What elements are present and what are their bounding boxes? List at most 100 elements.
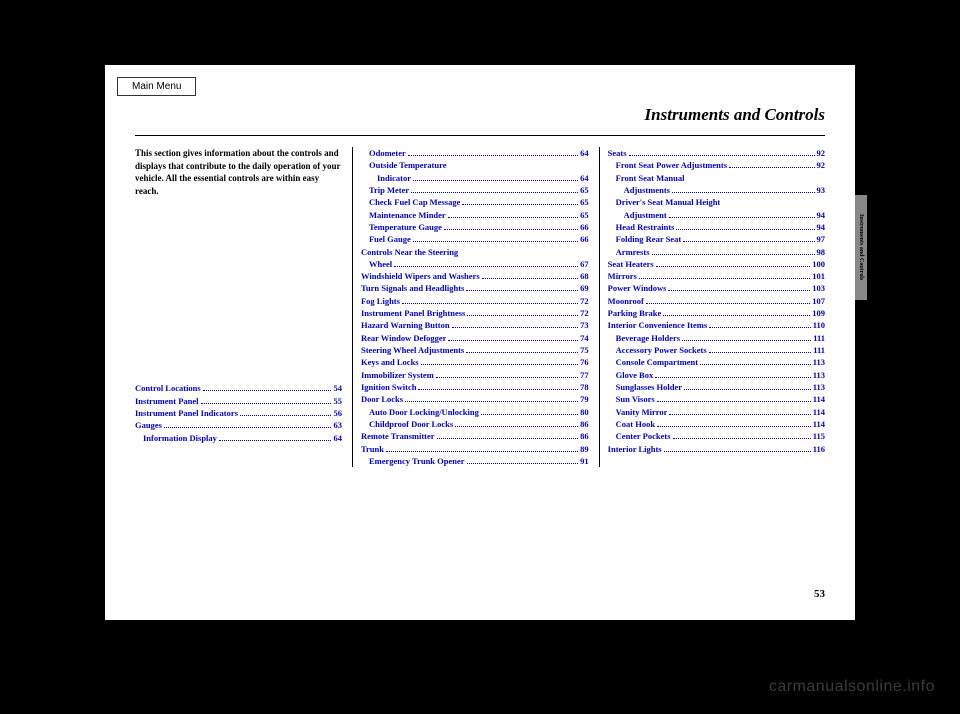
toc-entry[interactable]: Seat Heaters100	[608, 258, 825, 270]
watermark-text: carmanualsonline.info	[769, 678, 935, 696]
toc-dots	[219, 440, 332, 441]
toc-entry[interactable]: Keys and Locks76	[361, 356, 589, 368]
toc-page-number: 55	[333, 395, 342, 407]
toc-entry[interactable]: Instrument Panel55	[135, 395, 342, 407]
toc-entry[interactable]: Windshield Wipers and Washers68	[361, 270, 589, 282]
toc-dots	[413, 180, 578, 181]
toc-entry[interactable]: Instrument Panel Brightness72	[361, 307, 589, 319]
toc-entry[interactable]: Folding Rear Seat97	[608, 233, 825, 245]
toc-entry[interactable]: Outside Temperature	[361, 159, 589, 171]
toc-page-number: 78	[580, 381, 589, 393]
toc-page-number: 98	[817, 246, 826, 258]
toc-label: Instrument Panel Brightness	[361, 307, 465, 319]
toc-page-number: 92	[817, 159, 826, 171]
toc-dots	[729, 167, 814, 168]
toc-label: Childproof Door Locks	[369, 418, 453, 430]
toc-entry[interactable]: Childproof Door Locks86	[361, 418, 589, 430]
toc-entry[interactable]: Gauges63	[135, 419, 342, 431]
divider-line	[135, 135, 825, 136]
toc-label: Remote Transmitter	[361, 430, 435, 442]
toc-page-number: 115	[813, 430, 825, 442]
toc-label: Trip Meter	[369, 184, 409, 196]
toc-entry[interactable]: Rear Window Defogger74	[361, 332, 589, 344]
manual-page: Main Menu Instruments and Controls This …	[105, 65, 855, 620]
toc-entry[interactable]: Fuel Gauge66	[361, 233, 589, 245]
toc-dots	[448, 340, 578, 341]
toc-entry[interactable]: Sunglasses Holder113	[608, 381, 825, 393]
toc-column-3: Seats92Front Seat Power Adjustments 92Fro…	[599, 147, 825, 467]
toc-entry[interactable]: Turn Signals and Headlights69	[361, 282, 589, 294]
toc-entry[interactable]: Trip Meter65	[361, 184, 589, 196]
toc-entry[interactable]: Remote Transmitter86	[361, 430, 589, 442]
toc-entry[interactable]: Steering Wheel Adjustments75	[361, 344, 589, 356]
toc-label: Immobilizer System	[361, 369, 434, 381]
toc-entry[interactable]: Moonroof107	[608, 295, 825, 307]
toc-dots	[684, 389, 811, 390]
toc-entry[interactable]: Vanity Mirror114	[608, 406, 825, 418]
toc-label: Front Seat Power Adjustments	[616, 159, 727, 171]
toc-entry[interactable]: Ignition Switch78	[361, 381, 589, 393]
toc-page-number: 66	[580, 233, 589, 245]
toc-dots	[452, 327, 579, 328]
toc-entry[interactable]: Hazard Warning Button73	[361, 319, 589, 331]
toc-dots	[683, 241, 814, 242]
toc-label: Instrument Panel Indicators	[135, 407, 238, 419]
toc-entry[interactable]: Parking Brake109	[608, 307, 825, 319]
toc-label: Adjustment	[624, 209, 667, 221]
toc-entry[interactable]: Beverage Holders111	[608, 332, 825, 344]
toc-entry[interactable]: Control Locations54	[135, 382, 342, 394]
toc-entry[interactable]: Power Windows103	[608, 282, 825, 294]
toc-dots	[413, 241, 578, 242]
toc-entry[interactable]: Adjustment94	[608, 209, 825, 221]
toc-page-number: 64	[580, 147, 589, 159]
toc-entry[interactable]: Glove Box113	[608, 369, 825, 381]
toc-entry[interactable]: Check Fuel Cap Message65	[361, 196, 589, 208]
toc-label: Fog Lights	[361, 295, 400, 307]
toc-label: Moonroof	[608, 295, 644, 307]
toc-entry[interactable]: Trunk89	[361, 443, 589, 455]
toc-entry[interactable]: Information Display64	[135, 432, 342, 444]
toc-dots	[467, 315, 578, 316]
toc-entry[interactable]: Front Seat Manual	[608, 172, 825, 184]
toc-entry[interactable]: Console Compartment113	[608, 356, 825, 368]
toc-entry[interactable]: Driver's Seat Manual Height	[608, 196, 825, 208]
toc-dots	[657, 426, 811, 427]
toc-list-1: Control Locations54Instrument Panel55Ins…	[135, 382, 342, 444]
toc-entry[interactable]: Accessory Power Sockets111	[608, 344, 825, 356]
toc-label: Hazard Warning Button	[361, 319, 450, 331]
toc-entry[interactable]: Center Pockets115	[608, 430, 825, 442]
toc-dots	[394, 266, 578, 267]
toc-label: Controls Near the Steering	[361, 246, 458, 258]
toc-entry[interactable]: Interior Convenience Items110	[608, 319, 825, 331]
toc-dots	[240, 415, 332, 416]
toc-entry[interactable]: Maintenance Minder65	[361, 209, 589, 221]
toc-entry[interactable]: Interior Lights116	[608, 443, 825, 455]
toc-entry[interactable]: Wheel67	[361, 258, 589, 270]
toc-entry[interactable]: Adjustments93	[608, 184, 825, 196]
toc-entry[interactable]: Head Restraints94	[608, 221, 825, 233]
toc-entry[interactable]: Door Locks79	[361, 393, 589, 405]
toc-page-number: 109	[812, 307, 825, 319]
toc-entry[interactable]: Controls Near the Steering	[361, 246, 589, 258]
toc-entry[interactable]: Seats92	[608, 147, 825, 159]
toc-entry[interactable]: Emergency Trunk Opener91	[361, 455, 589, 467]
toc-entry[interactable]: Instrument Panel Indicators56	[135, 407, 342, 419]
toc-entry[interactable]: Odometer64	[361, 147, 589, 159]
toc-entry[interactable]: Temperature Gauge66	[361, 221, 589, 233]
toc-entry[interactable]: Immobilizer System77	[361, 369, 589, 381]
toc-entry[interactable]: Mirrors101	[608, 270, 825, 282]
toc-label: Vanity Mirror	[616, 406, 668, 418]
toc-entry[interactable]: Auto Door Locking/Unlocking80	[361, 406, 589, 418]
toc-entry[interactable]: Coat Hook114	[608, 418, 825, 430]
toc-dots	[709, 352, 812, 353]
toc-page-number: 110	[813, 319, 825, 331]
toc-page-number: 69	[580, 282, 589, 294]
toc-entry[interactable]: Sun Visors114	[608, 393, 825, 405]
toc-entry[interactable]: Indicator64	[361, 172, 589, 184]
toc-entry[interactable]: Front Seat Power Adjustments 92	[608, 159, 825, 171]
toc-entry[interactable]: Armrests98	[608, 246, 825, 258]
intro-text: This section gives information about the…	[135, 147, 342, 197]
toc-entry[interactable]: Fog Lights72	[361, 295, 589, 307]
main-menu-button[interactable]: Main Menu	[117, 77, 196, 96]
toc-dots	[652, 254, 815, 255]
